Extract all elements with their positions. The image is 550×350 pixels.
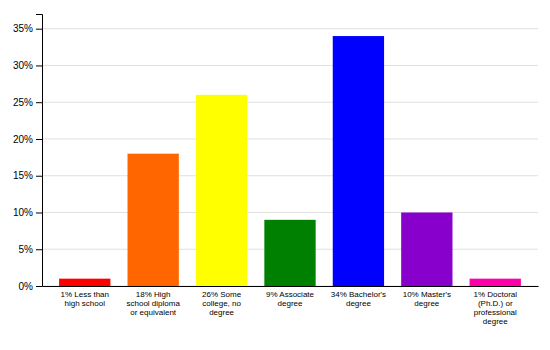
y-tick-label: 0%	[19, 281, 34, 292]
x-tick: 1% Less thanhigh school	[61, 286, 109, 308]
x-tick-label-line: degree	[414, 299, 439, 308]
y-tick: 20%	[13, 134, 42, 145]
x-tick-label: 34% Bachelor'sdegree	[331, 290, 386, 308]
bar	[401, 212, 452, 286]
x-tick-label: 18% Highschool diplomaor equivalent	[126, 290, 180, 317]
y-axis-line	[36, 15, 43, 287]
y-tick: 35%	[13, 23, 42, 34]
y-tick-label: 30%	[13, 60, 33, 71]
grid-line	[42, 65, 538, 66]
x-tick-label-line: 26% Some	[202, 290, 242, 299]
y-tick-label: 20%	[13, 134, 33, 145]
chart: 0% 5% 10% 15% 20% 25% 30% 35% 1% Less thanhigh s…	[0, 0, 550, 350]
grid-line	[42, 175, 538, 176]
y-tick-mark	[36, 249, 42, 250]
y-tick-mark	[36, 29, 42, 30]
x-tick-label-line: professional	[474, 308, 517, 317]
y-tick-mark	[36, 65, 42, 66]
y-tick-label: 25%	[13, 97, 33, 108]
y-tick: 30%	[13, 60, 42, 71]
x-tick-label-line: 10% Master's	[403, 290, 451, 299]
y-tick-label: 10%	[13, 207, 33, 218]
bar	[333, 36, 384, 286]
y-tick-mark	[36, 286, 42, 287]
grid-line	[42, 28, 538, 29]
x-tick: 34% Bachelor'sdegree	[331, 286, 386, 308]
y-tick: 25%	[13, 97, 42, 108]
y-tick-label: 35%	[13, 23, 33, 34]
y-tick-mark	[36, 139, 42, 140]
bar	[196, 95, 247, 286]
plot: 0% 5% 10% 15% 20% 25% 30% 35% 1% Less thanhigh s…	[13, 15, 539, 327]
x-tick: 9% Associatedegree	[266, 286, 315, 308]
y-tick: 15%	[13, 170, 42, 181]
bar	[470, 279, 521, 286]
x-tick-label-line: 1% Doctoral	[473, 290, 517, 299]
bar	[59, 279, 110, 286]
x-tick-label-line: degree	[278, 299, 303, 308]
x-tick-label-line: (Ph.D.) or	[478, 299, 513, 308]
x-tick-label-line: degree	[209, 308, 234, 317]
y-tick-label: 5%	[19, 244, 34, 255]
y-tick-mark	[36, 176, 42, 177]
x-tick-label-line: or equivalent	[130, 308, 177, 317]
x-tick-label: 10% Master'sdegree	[403, 290, 451, 308]
x-tick-label-line: college, no	[202, 299, 241, 308]
grid-line	[42, 212, 538, 213]
bar	[128, 154, 179, 286]
x-tick-label-line: school diploma	[126, 299, 180, 308]
x-tick: 18% Highschool diplomaor equivalent	[126, 286, 180, 317]
y-tick: 10%	[13, 207, 42, 218]
bar	[264, 220, 315, 286]
grid	[42, 29, 538, 286]
x-tick-label-line: 9% Associate	[266, 290, 315, 299]
y-tick-label: 15%	[13, 170, 33, 181]
x-tick-label: 1% Less thanhigh school	[61, 290, 109, 308]
x-tick-label-line: 18% High	[136, 290, 171, 299]
y-tick-mark	[36, 212, 42, 213]
y-axis: 0% 5% 10% 15% 20% 25% 30% 35%	[13, 15, 43, 292]
y-tick: 5%	[19, 244, 42, 255]
x-tick-label-line: 34% Bachelor's	[331, 290, 386, 299]
x-tick-label: 26% Somecollege, nodegree	[202, 290, 242, 317]
x-tick: 1% Doctoral(Ph.D.) orprofessionaldegree	[473, 286, 517, 326]
y-tick-mark	[36, 102, 42, 103]
grid-line	[42, 102, 538, 103]
x-tick: 10% Master'sdegree	[403, 286, 451, 308]
x-tick-label-line: degree	[346, 299, 371, 308]
x-axis: 1% Less thanhigh school 18% Highschool di…	[43, 286, 539, 326]
x-tick-label: 1% Doctoral(Ph.D.) orprofessionaldegree	[473, 290, 517, 327]
x-tick-label: 9% Associatedegree	[266, 290, 315, 308]
x-tick-label-line: degree	[483, 317, 508, 326]
bars	[59, 36, 521, 286]
x-axis-line	[43, 286, 539, 287]
y-tick: 0%	[19, 281, 42, 292]
x-tick-label-line: high school	[65, 299, 106, 308]
x-tick: 26% Somecollege, nodegree	[202, 286, 242, 317]
grid-line	[42, 138, 538, 139]
x-tick-label-line: 1% Less than	[61, 290, 109, 299]
